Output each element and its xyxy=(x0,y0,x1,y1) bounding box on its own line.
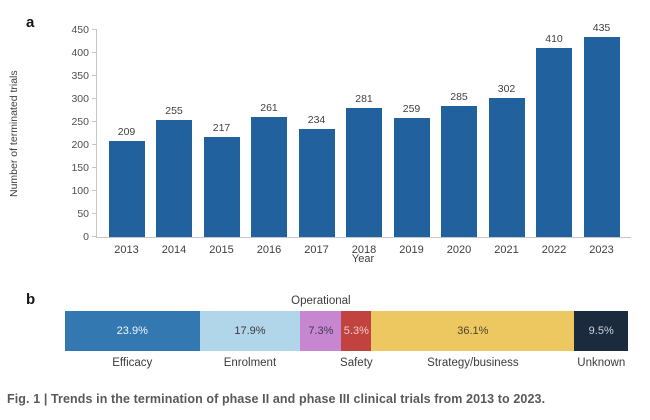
x-tick-label: 2018 xyxy=(351,244,377,256)
y-tick-label: 50 xyxy=(77,208,89,220)
x-tick-label: 2020 xyxy=(446,244,472,256)
bar-rect xyxy=(251,116,287,237)
bar-value-label: 234 xyxy=(307,114,326,127)
bar-value-label: 209 xyxy=(117,125,136,138)
panel-b-label: b xyxy=(26,291,36,308)
bars-container: 209 2013 255 2014 217 2015 261 2016 234 2017 281 20… xyxy=(97,22,631,256)
bar-value-label: 302 xyxy=(497,83,516,96)
segment-unknown: 9.5% xyxy=(574,311,628,351)
y-tick-label: 100 xyxy=(71,185,89,197)
bar-value-label: 285 xyxy=(450,90,468,103)
bar-2022: 410 2022 xyxy=(536,33,572,256)
y-tick-mark xyxy=(92,98,97,99)
y-tick-label: 350 xyxy=(71,70,89,82)
bar-value-label: 259 xyxy=(402,102,421,115)
figure-caption: Fig. 1 | Trends in the termination of ph… xyxy=(7,392,546,406)
x-tick-label: 2015 xyxy=(209,244,234,256)
bar-rect xyxy=(108,140,145,237)
segment-label-enrolment: Enrolment xyxy=(223,357,277,369)
x-tick-label: 2013 xyxy=(114,244,139,256)
y-tick-label: 150 xyxy=(71,162,89,174)
bar-2015: 217 2015 xyxy=(203,122,240,256)
bar-value-label: 435 xyxy=(592,21,611,34)
bar-2023: 435 2023 xyxy=(583,22,620,256)
bar-2018: 281 2018 xyxy=(346,93,382,256)
bar-value-label: 255 xyxy=(165,104,183,117)
x-tick-label: 2019 xyxy=(399,244,424,256)
terminated-trials-bar-chart: 0 50 100 150 200 250 300 350 400 450 209 2013 255 20… xyxy=(71,22,631,256)
y-tick-mark xyxy=(92,121,97,122)
x-tick-label: 2016 xyxy=(256,244,282,256)
panel-a-label: a xyxy=(26,14,35,31)
bar-rect xyxy=(156,119,192,237)
segment-safety: 5.3% xyxy=(341,311,372,351)
y-tick-label: 300 xyxy=(71,93,89,105)
segment-label-efficacy: Efficacy xyxy=(112,357,153,369)
bar-rect xyxy=(346,107,382,237)
segment-efficacy: 23.9% xyxy=(65,311,200,351)
bar-rect xyxy=(583,36,620,237)
bar-rect xyxy=(393,117,430,237)
y-tick-mark xyxy=(92,75,97,76)
termination-reasons-stacked-bar: 23.9% Efficacy 17.9% Enrolment 7.3% Operation… xyxy=(65,295,628,369)
bar-2017: 234 2017 xyxy=(298,114,335,256)
bar-2016: 261 2016 xyxy=(251,102,287,256)
bar-rect xyxy=(203,137,240,237)
x-tick-label: 2014 xyxy=(161,244,187,256)
y-tick-label: 0 xyxy=(83,231,89,243)
y-tick-mark xyxy=(92,236,97,237)
bar-2014: 255 2014 xyxy=(156,105,192,256)
y-axis-title: Number of terminated trials xyxy=(8,70,20,197)
y-tick-mark xyxy=(92,144,97,145)
x-tick-label: 2021 xyxy=(494,244,519,256)
x-tick-label: 2017 xyxy=(304,244,329,256)
bar-value-label: 261 xyxy=(260,101,278,114)
x-axis-title: Year xyxy=(351,253,375,265)
segment-strategy-business: 36.1% xyxy=(371,311,575,351)
y-tick-mark xyxy=(92,213,97,214)
y-tick-label: 200 xyxy=(71,139,89,151)
bar-2020: 285 2020 xyxy=(441,91,477,256)
segment-label-unknown: Unknown xyxy=(577,357,626,369)
bar-rect xyxy=(298,129,335,237)
segment-label-safety: Safety xyxy=(340,357,373,369)
bar-value-label: 410 xyxy=(545,33,563,46)
y-tick-mark xyxy=(92,167,97,168)
x-tick-label: 2022 xyxy=(541,244,567,256)
y-tick-label: 250 xyxy=(71,116,89,128)
bar-rect xyxy=(441,105,477,237)
segment-operational: 7.3% xyxy=(300,311,342,351)
segment-enrolment: 17.9% xyxy=(199,311,301,351)
x-tick-label: 2023 xyxy=(589,244,614,256)
bar-rect xyxy=(536,48,572,237)
bar-2021: 302 2021 xyxy=(488,83,525,256)
y-tick-mark xyxy=(92,52,97,53)
y-tick-label: 400 xyxy=(71,47,89,59)
bar-2019: 259 2019 xyxy=(393,103,430,256)
bar-2013: 209 2013 xyxy=(108,126,145,256)
segment-label-strategy-business: Strategy/business xyxy=(427,357,519,369)
bar-value-label: 281 xyxy=(355,92,373,105)
bar-rect xyxy=(488,98,525,237)
segment-label-operational: Operational xyxy=(291,295,351,307)
y-tick-label: 450 xyxy=(71,24,89,36)
y-tick-mark xyxy=(92,29,97,30)
y-tick-mark xyxy=(92,190,97,191)
bar-value-label: 217 xyxy=(212,122,231,135)
